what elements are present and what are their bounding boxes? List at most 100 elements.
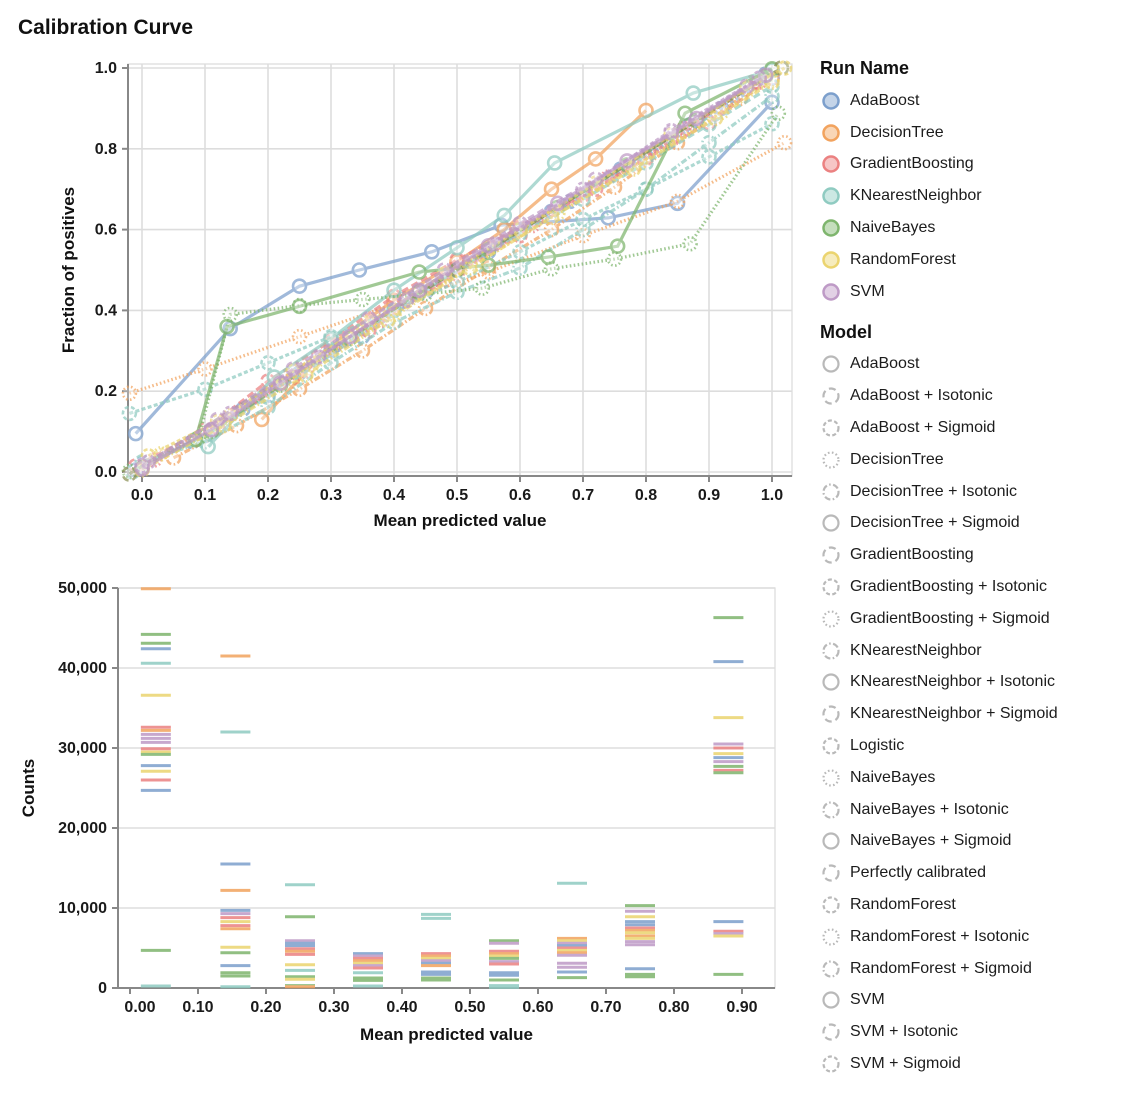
svg-text:0.7: 0.7 (572, 487, 594, 504)
counts-chart: 0.00 0.10 0.20 0.30 0.40 0.50 0.60 0.70 0.80 0.90… (19, 580, 776, 1044)
svg-text:0.4: 0.4 (95, 302, 117, 319)
legend-run-item-decisiontree[interactable]: DecisionTree (820, 117, 1132, 149)
svg-text:0.90: 0.90 (726, 999, 757, 1016)
top-axes: 0.0 0.1 0.2 0.3 0.4 0.5 0.6 0.7 0.8 0.9 1.0 0.0 0.2 0… (59, 60, 792, 530)
legend-model-item-adaboost[interactable]: AdaBoost (820, 349, 1132, 381)
legend-run-label: NaiveBayes (850, 219, 936, 237)
run-color-swatch (822, 187, 840, 206)
model-dash-swatch (822, 419, 840, 437)
legend-model-item-logistic[interactable]: Logistic (820, 730, 1132, 762)
svg-text:0.1: 0.1 (194, 487, 216, 504)
bottom-axes: 0.00 0.10 0.20 0.30 0.40 0.50 0.60 0.70 0.80 0.90… (19, 580, 775, 1044)
svg-text:0.8: 0.8 (95, 141, 117, 158)
run-color-swatch (822, 123, 840, 142)
legend-model-item-gradientboosting-sigmoid[interactable]: GradientBoosting + Sigmoid (820, 603, 1132, 635)
legend-model-item-naivebayes[interactable]: NaiveBayes (820, 762, 1132, 794)
svg-text:0.6: 0.6 (95, 222, 117, 239)
legend-model-item-randomforest-sigmoid[interactable]: RandomForest + Sigmoid (820, 953, 1132, 985)
svg-text:Mean predicted value: Mean predicted value (360, 1025, 533, 1044)
legend-model-list: AdaBoost AdaBoost + Isotonic AdaBoost + Si… (820, 349, 1132, 1080)
legend-model-title: Model (820, 321, 872, 342)
count-ticks (140, 587, 744, 989)
svg-text:10,000: 10,000 (58, 900, 107, 917)
legend-run-item-naivebayes[interactable]: NaiveBayes (820, 212, 1132, 244)
legend-model-label: DecisionTree + Sigmoid (850, 514, 1020, 532)
legend-model-item-decisiontree-isotonic[interactable]: DecisionTree + Isotonic (820, 476, 1132, 508)
model-dash-swatch (822, 864, 840, 882)
model-dash-swatch (822, 832, 840, 851)
legend: Run Name AdaBoost DecisionTree GradientBoo… (820, 58, 1132, 1080)
legend-model-label: AdaBoost + Sigmoid (850, 419, 996, 437)
svg-text:0.50: 0.50 (454, 999, 485, 1016)
legend-model-item-svm-sigmoid[interactable]: SVM + Sigmoid (820, 1048, 1132, 1080)
model-dash-swatch (822, 801, 840, 819)
legend-model-item-randomforest-isotonic[interactable]: RandomForest + Isotonic (820, 921, 1132, 953)
legend-model-label: NaiveBayes + Sigmoid (850, 832, 1012, 850)
svg-text:0.40: 0.40 (386, 999, 417, 1016)
svg-text:0.10: 0.10 (182, 999, 213, 1016)
legend-run-item-adaboost[interactable]: AdaBoost (820, 85, 1132, 117)
legend-model-item-knearestneighbor-isotonic[interactable]: KNearestNeighbor + Isotonic (820, 667, 1132, 699)
svg-text:Counts: Counts (19, 759, 38, 818)
bottom-grid (117, 587, 776, 989)
legend-model-label: RandomForest + Sigmoid (850, 959, 1032, 977)
model-dash-swatch (822, 928, 840, 946)
svg-text:0.2: 0.2 (257, 487, 279, 504)
legend-model-label: NaiveBayes + Isotonic (850, 800, 1009, 818)
svg-text:Mean predicted value: Mean predicted value (374, 511, 547, 530)
legend-model-item-adaboost-isotonic[interactable]: AdaBoost + Isotonic (820, 380, 1132, 412)
legend-model-label: KNearestNeighbor + Sigmoid (850, 705, 1058, 723)
legend-model-label: AdaBoost (850, 355, 920, 373)
legend-model-item-gradientboosting[interactable]: GradientBoosting (820, 539, 1132, 571)
svg-text:0.70: 0.70 (590, 999, 621, 1016)
model-dash-swatch (822, 896, 840, 914)
svg-text:0.6: 0.6 (509, 487, 531, 504)
model-dash-swatch (822, 483, 840, 501)
svg-text:Fraction of positives: Fraction of positives (59, 187, 78, 353)
legend-model-label: DecisionTree + Isotonic (850, 482, 1018, 500)
legend-model-item-knearestneighbor[interactable]: KNearestNeighbor (820, 635, 1132, 667)
legend-model-label: Logistic (850, 737, 905, 755)
legend-model-item-naivebayes-isotonic[interactable]: NaiveBayes + Isotonic (820, 794, 1132, 826)
model-dash-swatch (822, 769, 840, 787)
legend-model-label: AdaBoost + Isotonic (850, 387, 993, 405)
svg-text:1.0: 1.0 (761, 487, 783, 504)
svg-text:0.20: 0.20 (250, 999, 281, 1016)
model-dash-swatch (822, 991, 840, 1010)
legend-model-item-naivebayes-sigmoid[interactable]: NaiveBayes + Sigmoid (820, 826, 1132, 858)
model-dash-swatch (822, 960, 840, 978)
legend-model-label: GradientBoosting + Sigmoid (850, 609, 1050, 627)
svg-text:0.2: 0.2 (95, 383, 117, 400)
legend-model-label: Perfectly calibrated (850, 864, 987, 882)
legend-run-item-svm[interactable]: SVM (820, 276, 1132, 308)
legend-model-item-adaboost-sigmoid[interactable]: AdaBoost + Sigmoid (820, 412, 1132, 444)
model-dash-swatch (822, 355, 840, 374)
legend-model-item-svm-isotonic[interactable]: SVM + Isotonic (820, 1016, 1132, 1048)
legend-model-item-decisiontree-sigmoid[interactable]: DecisionTree + Sigmoid (820, 508, 1132, 540)
legend-run-item-gradientboosting[interactable]: GradientBoosting (820, 149, 1132, 181)
svg-text:0.00: 0.00 (124, 999, 155, 1016)
legend-model-item-decisiontree[interactable]: DecisionTree (820, 444, 1132, 476)
legend-model-item-gradientboosting-isotonic[interactable]: GradientBoosting + Isotonic (820, 571, 1132, 603)
legend-model-label: GradientBoosting (850, 546, 974, 564)
legend-model-item-randomforest[interactable]: RandomForest (820, 889, 1132, 921)
svg-text:0: 0 (98, 980, 107, 997)
legend-model-item-svm[interactable]: SVM (820, 985, 1132, 1017)
run-color-swatch (822, 282, 840, 301)
legend-run-name-title: Run Name (820, 58, 910, 78)
legend-model-item-knearestneighbor-sigmoid[interactable]: KNearestNeighbor + Sigmoid (820, 698, 1132, 730)
legend-model-item-perfectly-calibrated[interactable]: Perfectly calibrated (820, 857, 1132, 889)
legend-run-item-knearestneighbor[interactable]: KNearestNeighbor (820, 180, 1132, 212)
legend-run-label: KNearestNeighbor (850, 187, 982, 205)
calibration-curve-chart: 0.0 0.1 0.2 0.3 0.4 0.5 0.6 0.7 0.8 0.9 1.0 0.0 0.2 0… (59, 60, 793, 530)
svg-text:0.0: 0.0 (131, 487, 153, 504)
svg-text:0.4: 0.4 (383, 487, 405, 504)
legend-model-label: SVM + Isotonic (850, 1023, 959, 1041)
svg-text:20,000: 20,000 (58, 820, 107, 837)
series-SVM-Sigmoid (134, 70, 768, 474)
legend-run-label: AdaBoost (850, 91, 920, 109)
svg-text:0.3: 0.3 (320, 487, 342, 504)
legend-run-item-randomforest[interactable]: RandomForest (820, 244, 1132, 276)
model-dash-swatch (822, 578, 840, 596)
svg-text:50,000: 50,000 (58, 580, 107, 597)
